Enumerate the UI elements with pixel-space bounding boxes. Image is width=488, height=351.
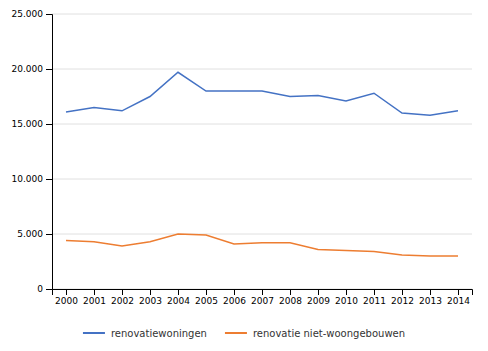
x-tick-mark <box>318 289 319 295</box>
y-tick: 20.000 <box>12 64 53 74</box>
y-tick: 25.000 <box>12 9 53 19</box>
x-tick-mark <box>346 289 347 295</box>
x-tick: 2007 <box>251 289 274 306</box>
x-tick-label: 2004 <box>167 296 190 306</box>
y-tick-mark <box>46 234 52 235</box>
x-tick-label: 2010 <box>335 296 358 306</box>
x-tick-label: 2014 <box>447 296 470 306</box>
x-tick-mark <box>206 289 207 295</box>
y-tick-mark <box>46 289 52 290</box>
y-tick-label: 15.000 <box>12 119 44 129</box>
x-tick-mark <box>262 289 263 295</box>
y-tick-mark <box>46 69 52 70</box>
legend-swatch <box>83 332 105 334</box>
series-line <box>66 72 458 115</box>
x-tick: 2006 <box>223 289 246 306</box>
x-tick-label: 2012 <box>391 296 414 306</box>
x-tick-mark <box>66 289 67 295</box>
legend-swatch <box>225 332 247 334</box>
x-tick-label: 2005 <box>195 296 218 306</box>
y-axis: 0 5.000 10.000 15.000 20.000 25.000 <box>12 9 53 294</box>
x-tick: 2008 <box>279 289 302 306</box>
legend-item: renovatie niet-woongebouwen <box>225 328 405 339</box>
x-axis-line <box>53 290 473 296</box>
legend-label: renovatie niet-woongebouwen <box>253 328 405 339</box>
x-tick: 2004 <box>167 289 190 306</box>
y-tick: 5.000 <box>17 229 52 239</box>
legend-label: renovatiewoningen <box>111 328 207 339</box>
x-tick-label: 2001 <box>83 296 106 306</box>
x-tick-label: 2011 <box>363 296 386 306</box>
x-tick-label: 2000 <box>55 296 78 306</box>
x-tick: 2010 <box>335 289 358 306</box>
x-tick: 2000 <box>55 289 78 306</box>
x-tick: 2014 <box>447 289 470 306</box>
grid-line <box>52 234 472 235</box>
x-tick-label: 2008 <box>279 296 302 306</box>
y-tick-label: 25.000 <box>12 9 44 19</box>
x-tick: 2013 <box>419 289 442 306</box>
y-tick-label: 0 <box>37 284 43 294</box>
x-tick: 2002 <box>111 289 134 306</box>
x-tick: 2012 <box>391 289 414 306</box>
x-tick-label: 2002 <box>111 296 134 306</box>
x-tick-mark <box>94 289 95 295</box>
x-tick-label: 2003 <box>139 296 162 306</box>
plot: 2000 2001 2002 2003 2004 2005 2006 2007 2008 2009… <box>12 9 473 306</box>
y-tick-mark <box>46 179 52 180</box>
x-tick: 2009 <box>307 289 330 306</box>
y-tick-label: 10.000 <box>12 174 44 184</box>
y-tick-label: 20.000 <box>12 64 44 74</box>
grid-line <box>52 179 472 180</box>
x-tick: 2011 <box>363 289 386 306</box>
grid-line <box>52 69 472 70</box>
x-tick-label: 2006 <box>223 296 246 306</box>
x-axis: 2000 2001 2002 2003 2004 2005 2006 2007 2008 2009… <box>53 289 473 306</box>
grid-line <box>52 124 472 125</box>
grid-line <box>52 14 472 15</box>
x-tick-mark <box>374 289 375 295</box>
legend: renovatiewoningen renovatie niet-woongebo… <box>83 328 405 339</box>
x-tick-label: 2013 <box>419 296 442 306</box>
series-line <box>66 234 458 256</box>
chart: 2000 2001 2002 2003 2004 2005 2006 2007 2008 2009… <box>0 0 488 351</box>
y-tick: 15.000 <box>12 119 53 129</box>
x-tick-label: 2009 <box>307 296 330 306</box>
y-tick-mark <box>46 14 52 15</box>
x-tick-mark <box>458 289 459 295</box>
y-tick: 10.000 <box>12 174 53 184</box>
y-axis-line <box>46 15 53 290</box>
y-tick: 0 <box>37 284 52 294</box>
grid <box>52 14 472 289</box>
y-tick-mark <box>46 124 52 125</box>
legend-item: renovatiewoningen <box>83 328 207 339</box>
x-tick: 2001 <box>83 289 106 306</box>
x-tick-mark <box>178 289 179 295</box>
x-tick-mark <box>290 289 291 295</box>
y-tick-label: 5.000 <box>17 229 43 239</box>
x-tick-mark <box>402 289 403 295</box>
x-tick-mark <box>234 289 235 295</box>
x-tick: 2003 <box>139 289 162 306</box>
series-group <box>66 72 458 256</box>
x-tick-mark <box>122 289 123 295</box>
x-tick-mark <box>430 289 431 295</box>
x-tick-mark <box>150 289 151 295</box>
x-tick-label: 2007 <box>251 296 274 306</box>
x-tick: 2005 <box>195 289 218 306</box>
